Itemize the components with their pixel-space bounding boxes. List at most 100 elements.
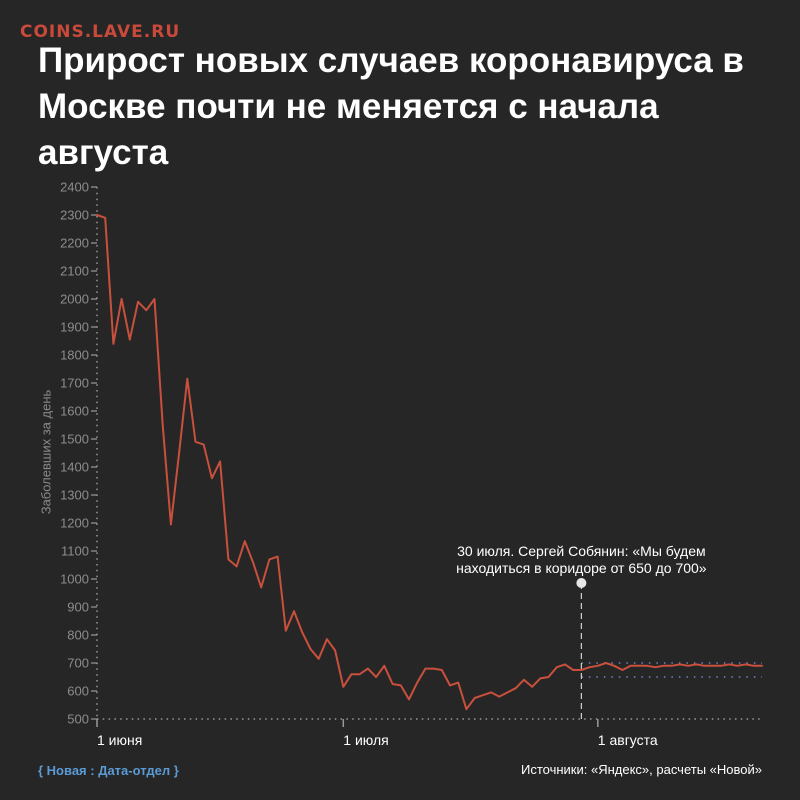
data-point xyxy=(243,540,246,543)
x-tick-label: 1 июня xyxy=(97,732,142,748)
data-point xyxy=(268,558,271,561)
y-tick-label: 1300 xyxy=(60,488,89,503)
data-point xyxy=(104,216,107,219)
data-point xyxy=(309,648,312,650)
sources-label: Источники: «Яндекс», расчеты «Новой» xyxy=(520,762,762,777)
data-point xyxy=(194,440,197,443)
data-point xyxy=(137,300,139,303)
annotation-dot xyxy=(576,578,587,588)
y-axis: 500 600 700 800 900 1000 1100 1200 1300 1400 1500 1… xyxy=(60,180,98,727)
data-point xyxy=(96,214,98,216)
data-point xyxy=(490,691,492,694)
data-point xyxy=(687,664,690,667)
chart-title: Прирост новых случаев коронавируса в Мос… xyxy=(38,41,744,172)
annotation-text-line1: 30 июля. Сергей Собянин: «Мы будем xyxy=(457,543,705,559)
data-point xyxy=(440,669,443,671)
data-point xyxy=(539,677,542,680)
data-point xyxy=(654,666,657,669)
data-point xyxy=(375,676,378,678)
data-point xyxy=(358,673,361,676)
data-point xyxy=(531,685,534,688)
y-tick-label: 700 xyxy=(67,656,89,671)
data-point xyxy=(695,663,698,666)
y-tick-label: 2300 xyxy=(60,208,89,223)
data-point xyxy=(350,673,353,676)
data-point xyxy=(572,669,575,671)
y-tick-label: 900 xyxy=(67,600,89,615)
data-point xyxy=(588,666,591,669)
y-tick-label: 1900 xyxy=(60,320,89,335)
data-point xyxy=(720,664,722,667)
annotation-text-line2: находиться в коридоре от 650 до 700» xyxy=(456,560,707,576)
data-point xyxy=(736,664,739,667)
data-point xyxy=(408,698,410,701)
data-point xyxy=(153,298,156,300)
y-tick-label: 1500 xyxy=(60,432,89,447)
data-point xyxy=(703,664,706,667)
data-point xyxy=(596,664,599,667)
data-point xyxy=(178,452,180,454)
brand-label: { Новая : Дата-отдел } xyxy=(38,763,179,778)
corridor-lines xyxy=(581,662,762,678)
data-point xyxy=(473,697,476,699)
data-point xyxy=(457,681,460,684)
data-point xyxy=(646,664,648,667)
data-point xyxy=(514,687,517,690)
data-point xyxy=(399,684,402,687)
data-point xyxy=(761,664,763,667)
y-tick-label: 500 xyxy=(67,712,89,727)
data-point xyxy=(219,460,222,463)
data-point xyxy=(301,631,304,634)
y-tick-label: 1000 xyxy=(60,572,89,587)
data-point xyxy=(391,683,394,685)
data-point xyxy=(752,664,755,667)
data-point xyxy=(317,657,320,660)
y-tick-label: 1800 xyxy=(60,348,89,363)
watermark: COINS.LAVE.RU xyxy=(20,22,181,42)
data-point xyxy=(547,676,550,678)
data-point xyxy=(432,667,435,670)
data-point xyxy=(325,638,328,641)
y-tick-label: 1600 xyxy=(60,404,89,419)
data-point xyxy=(334,649,336,652)
data-point xyxy=(637,664,640,667)
data-point xyxy=(506,691,509,694)
data-point xyxy=(383,664,386,667)
data-point xyxy=(186,377,189,380)
y-tick-label: 2000 xyxy=(60,292,89,307)
data-point xyxy=(161,424,164,426)
data-point xyxy=(564,663,566,666)
x-axis: 1 июня 1 июля 1 августа xyxy=(96,718,762,748)
y-tick-label: 2200 xyxy=(60,236,89,251)
data-point xyxy=(211,477,213,480)
data-point xyxy=(613,664,616,667)
data-point xyxy=(227,558,230,561)
data-point xyxy=(367,667,369,670)
y-tick-label: 2100 xyxy=(60,264,89,279)
data-point xyxy=(670,664,673,667)
data-point xyxy=(293,610,295,613)
y-tick-label: 2400 xyxy=(60,180,89,195)
data-point xyxy=(555,666,558,669)
data-point xyxy=(342,685,345,688)
data-point xyxy=(465,708,468,711)
y-tick-label: 1100 xyxy=(61,544,89,559)
data-point xyxy=(424,667,427,670)
data-point xyxy=(284,629,287,632)
data-point xyxy=(276,555,279,558)
y-tick-label: 1200 xyxy=(60,516,89,531)
data-point xyxy=(112,342,115,345)
data-point xyxy=(580,669,583,671)
data-point xyxy=(260,586,263,589)
data-point xyxy=(120,298,123,300)
data-point xyxy=(202,443,205,446)
data-point xyxy=(711,664,714,667)
data-point xyxy=(169,523,172,526)
y-tick-label: 1400 xyxy=(60,460,89,475)
data-point xyxy=(128,338,131,341)
data-point xyxy=(662,664,665,667)
data-point xyxy=(728,663,731,666)
data-point xyxy=(679,663,681,666)
data-point xyxy=(416,681,419,684)
